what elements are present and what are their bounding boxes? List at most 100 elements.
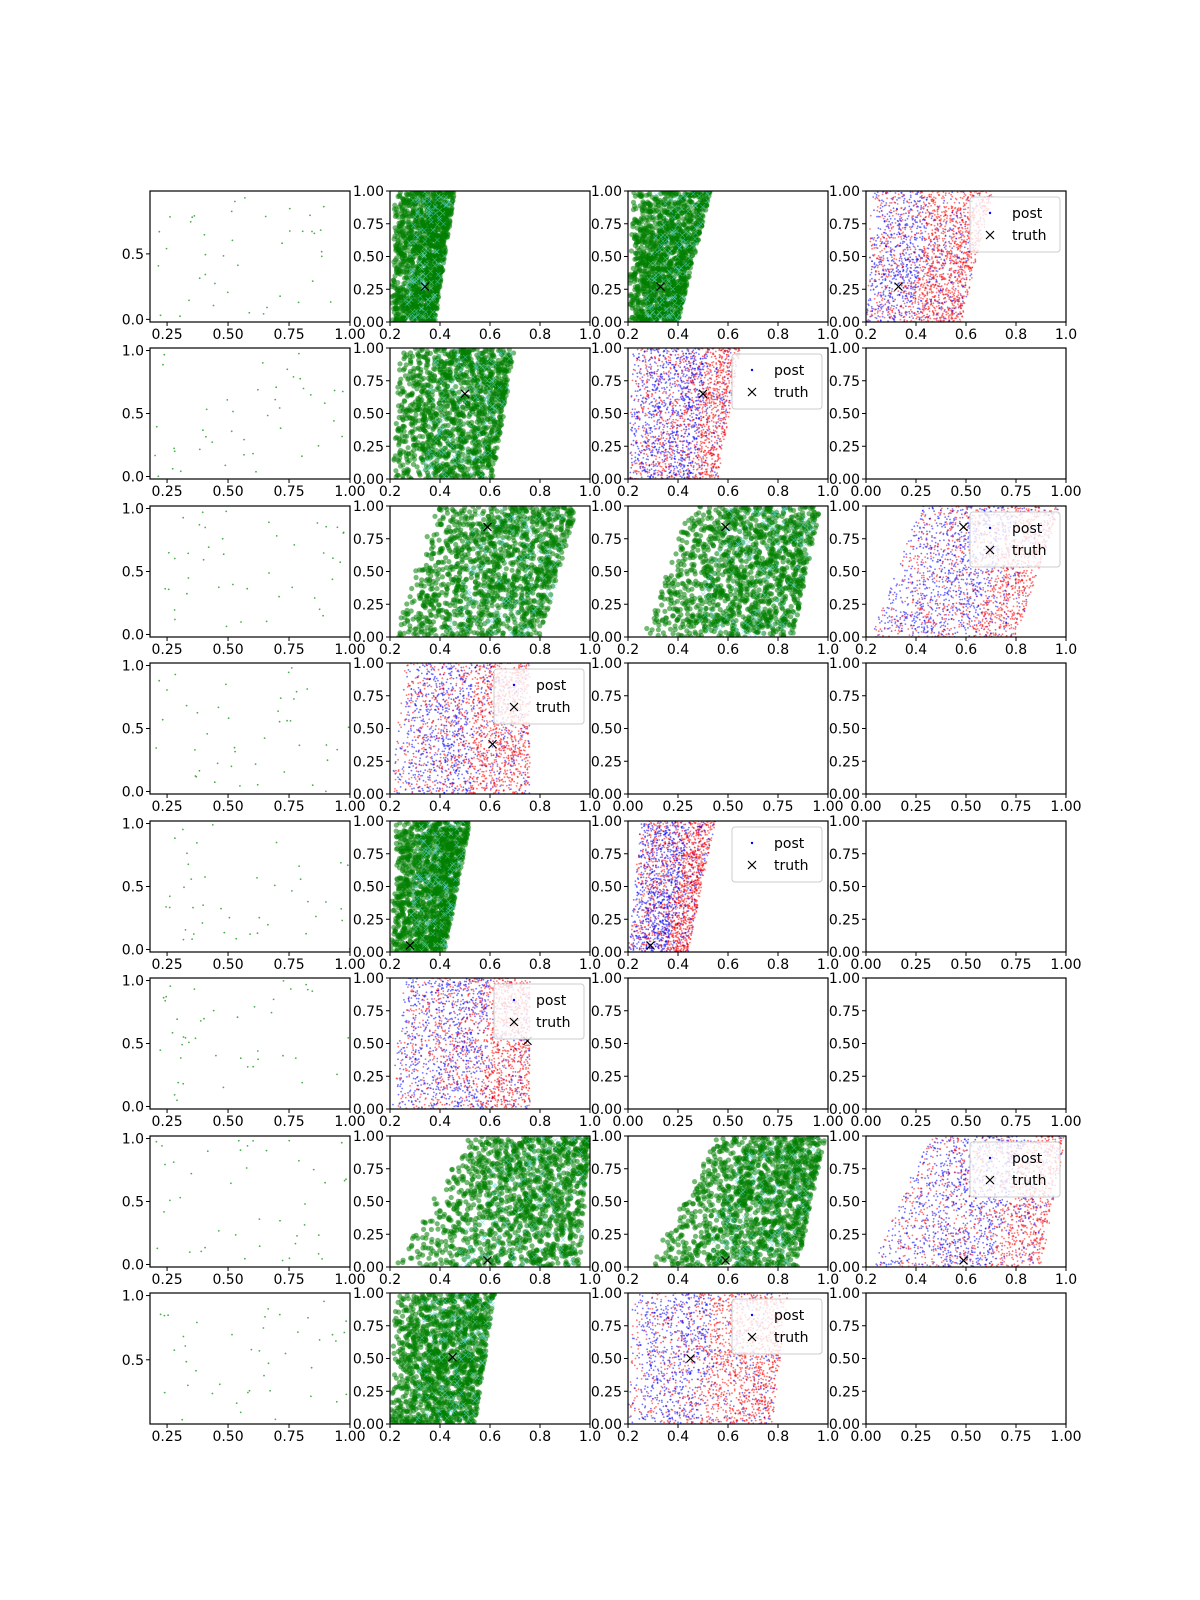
post-point-red (957, 265, 960, 268)
post-point-blue (904, 248, 906, 251)
post-point-red (891, 214, 894, 217)
post-point-red (936, 259, 938, 262)
prior-point (699, 218, 705, 224)
post-point-red (921, 194, 923, 197)
prior-point (631, 235, 638, 241)
post-point-blue (917, 303, 920, 305)
post-point-blue (903, 241, 906, 243)
panel-r1c3: 0.2 0.4 0.6 0.8 1.00.000.250.500.751.00 (591, 184, 839, 343)
post-point-red (963, 266, 966, 269)
prior-sample-marker (404, 314, 410, 320)
prior-sample-marker (674, 240, 680, 246)
post-point-red (933, 218, 936, 221)
post-point-red (923, 282, 926, 285)
prior-point (686, 225, 693, 231)
panel-r1c2: 0.2 0.4 0.6 0.8 1.00.000.250.500.751.00 (353, 184, 601, 343)
post-point-blue (876, 234, 879, 237)
post-point-red (933, 307, 936, 310)
prior-sample-marker (667, 248, 673, 254)
post-point-red (915, 317, 918, 320)
post-point-red (867, 284, 870, 287)
prior-point (663, 195, 669, 201)
prior-point (397, 191, 403, 195)
post-point-red (970, 277, 973, 279)
post-point-blue (902, 240, 904, 243)
prior-sample-marker (404, 279, 410, 284)
post-point-red (959, 196, 962, 199)
sample-point (188, 299, 190, 302)
post-point-blue (912, 243, 914, 245)
post-point-red (939, 267, 941, 270)
prior-point (642, 240, 648, 246)
prior-sample-marker (420, 271, 426, 277)
post-point-blue (880, 256, 883, 259)
prior-sample-marker (669, 229, 675, 235)
post-point-blue (901, 242, 904, 245)
post-point-blue (938, 256, 940, 259)
post-point-red (960, 307, 962, 310)
post-point-red (924, 260, 927, 263)
post-point-blue (891, 278, 894, 280)
post-point-blue (884, 303, 887, 306)
post-point-red (948, 298, 951, 301)
post-point-red (951, 287, 954, 290)
post-point-red (940, 232, 943, 234)
post-point-blue (891, 296, 894, 298)
post-point-blue (869, 297, 871, 300)
prior-point (644, 227, 650, 233)
post-point-red (920, 310, 922, 313)
prior-point (428, 252, 434, 259)
post-point-red (926, 274, 928, 277)
post-point-red (972, 262, 975, 264)
prior-point (628, 248, 635, 254)
post-point-red (936, 210, 939, 213)
post-point-red (941, 197, 943, 200)
post-point-blue (877, 236, 880, 239)
prior-sample-marker (429, 296, 435, 302)
post-point-red (970, 253, 973, 255)
post-point-red (968, 287, 971, 289)
post-point-red (952, 281, 955, 284)
y-tick-label: 0.50 (591, 250, 622, 266)
prior-point (407, 192, 413, 198)
post-point-blue (914, 314, 916, 317)
post-point-red (941, 211, 943, 214)
post-point-red (950, 269, 952, 271)
post-point-red (990, 194, 992, 196)
post-point-red (929, 268, 931, 271)
prior-point (413, 214, 419, 220)
prior-sample-marker (683, 239, 689, 245)
post-point-red (931, 229, 934, 232)
post-point-red (964, 221, 967, 224)
post-point-blue (923, 314, 925, 317)
post-point-red (943, 237, 946, 240)
post-point-blue (885, 232, 887, 235)
prior-point (445, 221, 451, 228)
post-point-red (922, 284, 925, 287)
post-point-red (910, 264, 913, 266)
post-point-red (887, 311, 889, 314)
prior-sample-marker (693, 203, 699, 209)
post-point-red (927, 308, 930, 310)
prior-sample-marker (653, 192, 659, 198)
prior-sample-marker (431, 296, 437, 302)
post-point-blue (898, 227, 901, 230)
x-tick-label: 1.00 (334, 327, 365, 343)
plot-area (866, 191, 993, 322)
post-point-red (954, 206, 957, 209)
post-point-red (921, 265, 924, 268)
prior-point (398, 267, 404, 274)
prior-point (403, 212, 409, 218)
post-point-red (911, 301, 914, 304)
post-point-red (945, 300, 948, 303)
post-point-blue (882, 290, 885, 293)
post-point-blue (960, 223, 963, 226)
post-point-blue (922, 207, 925, 210)
prior-point (427, 276, 433, 282)
post-point-blue (895, 307, 898, 309)
prior-sample-marker (422, 191, 428, 195)
post-point-red (932, 283, 934, 286)
sample-point (231, 239, 234, 242)
post-point-blue (939, 288, 942, 290)
post-point-red (943, 264, 945, 267)
